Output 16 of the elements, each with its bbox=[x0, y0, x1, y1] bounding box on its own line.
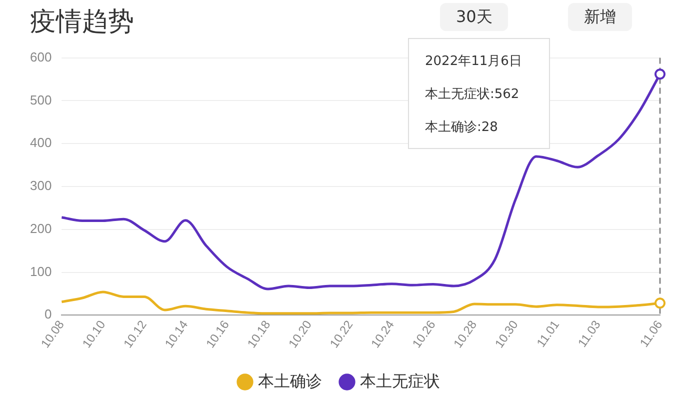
legend-label: 本土确诊 bbox=[258, 372, 322, 390]
y-tick-label: 600 bbox=[30, 49, 52, 64]
y-tick-label: 300 bbox=[30, 178, 52, 194]
text: 30天 bbox=[440, 3, 508, 31]
tooltip-panel: 2022年11月6日 本土无症状:562 本土确诊:28 bbox=[408, 38, 550, 149]
annotation: 2022年11月6日 bbox=[425, 53, 523, 71]
y-tick-label: 200 bbox=[30, 220, 52, 236]
chart-title: 疫情趋势 bbox=[30, 6, 134, 39]
y-tick-label: 400 bbox=[30, 135, 52, 150]
legend-label: 本土无症状 bbox=[360, 372, 440, 390]
annotation: 本土确诊:28 bbox=[425, 119, 499, 137]
y-tick-label: 500 bbox=[30, 92, 52, 108]
y-tick-label: 100 bbox=[30, 264, 52, 279]
annotation: 本土无症状:562 bbox=[425, 86, 520, 104]
text: 新增 bbox=[568, 3, 632, 31]
y-tick-label: 0 bbox=[44, 306, 52, 322]
